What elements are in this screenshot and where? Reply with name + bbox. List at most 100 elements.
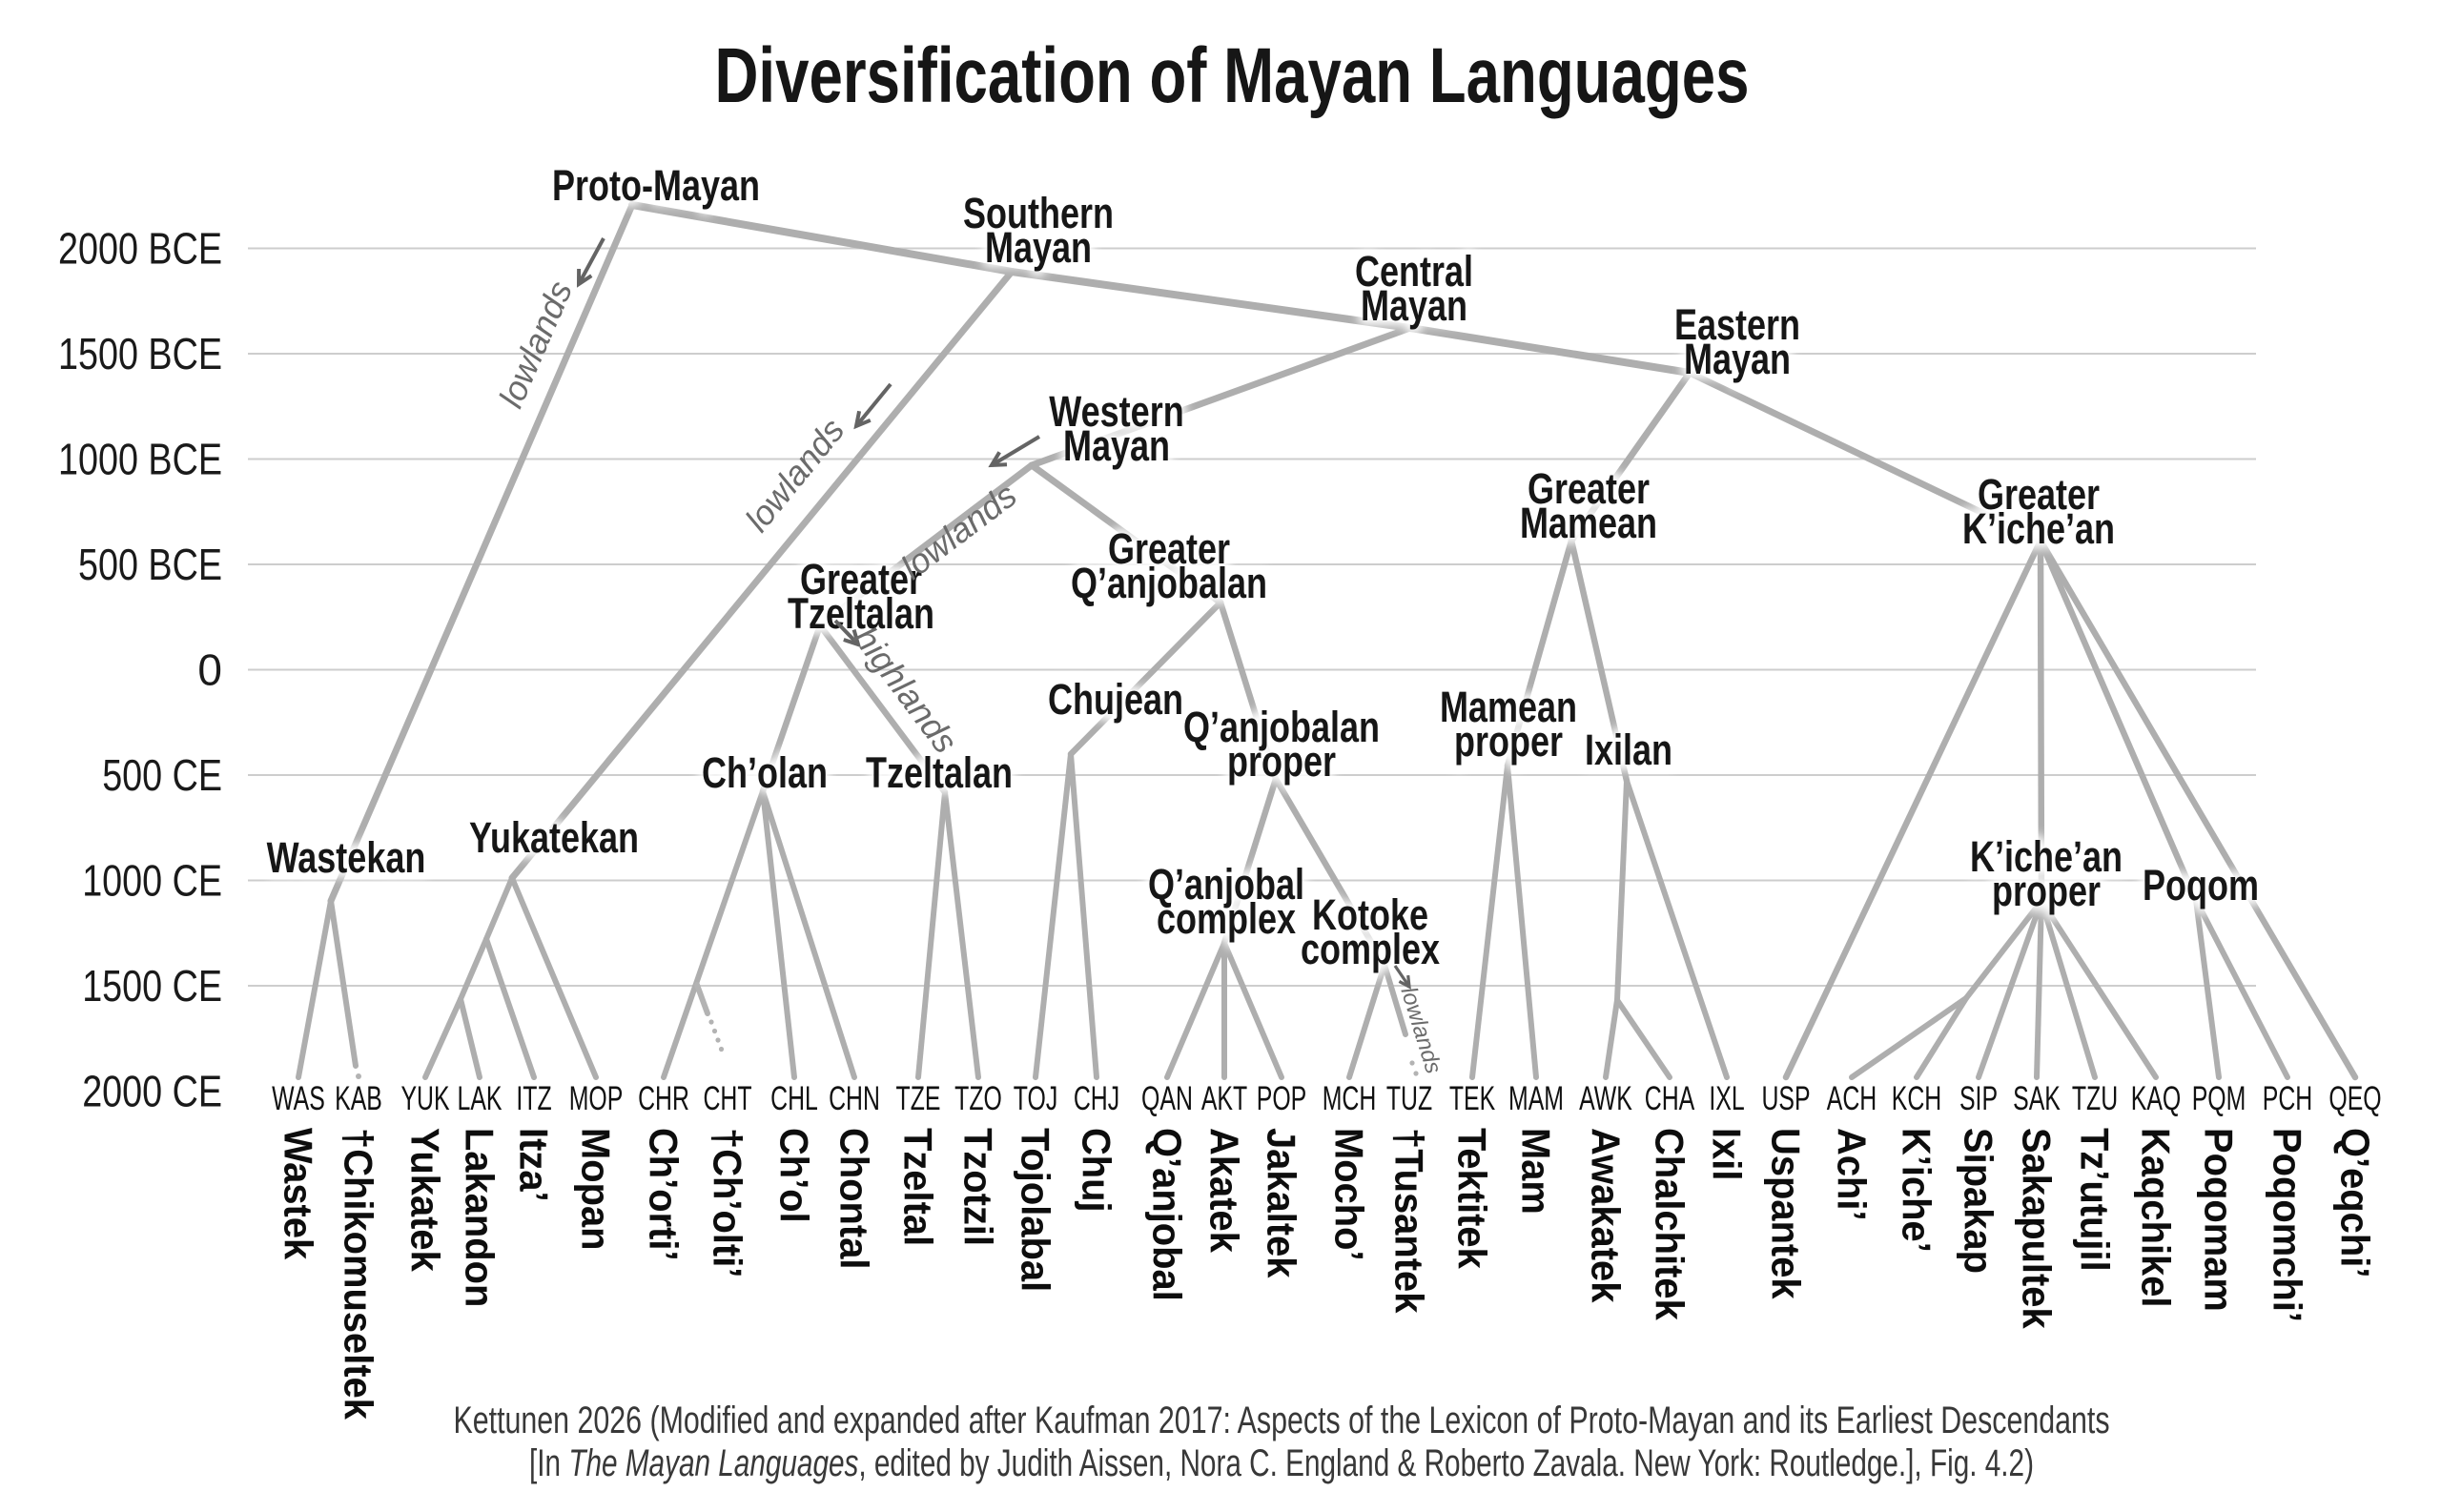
svg-text:Greater: Greater (1528, 464, 1650, 513)
svg-text:MCH: MCH (1323, 1080, 1377, 1117)
svg-text:K’iche’an: K’iche’an (1970, 832, 2123, 881)
svg-text:Mayan: Mayan (1063, 421, 1170, 470)
svg-text:proper: proper (1454, 717, 1563, 766)
svg-text:Mamean: Mamean (1440, 683, 1577, 731)
svg-text:Wastekan: Wastekan (267, 833, 426, 882)
svg-text:Greater: Greater (1108, 524, 1230, 573)
svg-text:IXL: IXL (1709, 1080, 1744, 1117)
svg-text:Ch’olan: Ch’olan (702, 748, 828, 797)
svg-text:Southern: Southern (963, 189, 1114, 237)
svg-text:500 CE: 500 CE (102, 750, 222, 800)
svg-text:CHL: CHL (770, 1080, 818, 1117)
svg-text:Q’anjobalan: Q’anjobalan (1183, 703, 1380, 751)
svg-text:POP: POP (1257, 1080, 1307, 1117)
svg-text:Mayan: Mayan (985, 223, 1092, 272)
svg-text:Poqom: Poqom (2143, 861, 2259, 909)
svg-text:complex: complex (1301, 925, 1440, 973)
svg-text:2000 CE: 2000 CE (82, 1067, 222, 1116)
svg-text:Tektitek: Tektitek (1450, 1128, 1495, 1269)
svg-text:CHJ: CHJ (1074, 1080, 1119, 1117)
svg-text:Mamean: Mamean (1440, 683, 1577, 731)
svg-text:Western: Western (1049, 387, 1183, 436)
svg-text:K’iche’an: K’iche’an (1962, 504, 2115, 553)
svg-text:QAN: QAN (1141, 1080, 1193, 1117)
svg-text:Eastern: Eastern (1674, 300, 1800, 349)
svg-text:Proto-Mayan: Proto-Mayan (552, 161, 760, 210)
svg-text:ACH: ACH (1827, 1080, 1877, 1117)
svg-text:Ixil: Ixil (1705, 1128, 1750, 1181)
svg-text:Mayan: Mayan (1063, 421, 1170, 470)
svg-text:Q’anjobalan: Q’anjobalan (1071, 559, 1267, 607)
svg-text:1500 CE: 1500 CE (82, 961, 222, 1011)
svg-text:Ch’ol: Ch’ol (772, 1128, 817, 1223)
svg-text:complex: complex (1157, 894, 1296, 943)
svg-text:KAB: KAB (335, 1080, 382, 1117)
svg-text:Central: Central (1355, 247, 1473, 296)
svg-text:complex: complex (1301, 925, 1440, 973)
svg-text:Western: Western (1049, 387, 1183, 436)
svg-text:Greater: Greater (1528, 464, 1650, 513)
svg-text:LAK: LAK (458, 1080, 503, 1117)
svg-text:†Tusantek: †Tusantek (1387, 1128, 1432, 1314)
svg-text:Q’anjobalan: Q’anjobalan (1071, 559, 1267, 607)
svg-text:1000 BCE: 1000 BCE (58, 435, 222, 484)
svg-text:Wastek: Wastek (277, 1128, 321, 1260)
svg-text:Proto-Mayan: Proto-Mayan (552, 161, 760, 210)
svg-text:2000 BCE: 2000 BCE (58, 224, 222, 274)
svg-text:Ixilan: Ixilan (1585, 725, 1672, 774)
svg-text:CHN: CHN (829, 1080, 880, 1117)
svg-text:K’iche’: K’iche’ (1895, 1128, 1939, 1253)
svg-text:SIP: SIP (1959, 1080, 1998, 1117)
svg-text:Kotoke: Kotoke (1312, 890, 1428, 939)
svg-text:TZU: TZU (2072, 1080, 2118, 1117)
svg-text:AWK: AWK (1579, 1080, 1632, 1117)
svg-text:Greater: Greater (1978, 470, 2100, 519)
svg-text:Yukatekan: Yukatekan (469, 813, 639, 862)
svg-text:Mamean: Mamean (1520, 499, 1657, 547)
svg-text:Q’anjobalan: Q’anjobalan (1183, 703, 1380, 751)
svg-text:proper: proper (1992, 867, 2101, 915)
svg-text:Kotoke: Kotoke (1312, 890, 1428, 939)
svg-text:TEK: TEK (1449, 1080, 1495, 1117)
svg-text:Sipakap: Sipakap (1957, 1128, 2001, 1274)
svg-text:K’iche’an: K’iche’an (1962, 504, 2115, 553)
svg-text:Chontal: Chontal (832, 1128, 877, 1270)
svg-text:Poqomchi’: Poqomchi’ (2266, 1128, 2310, 1322)
svg-text:Kettunen 2026 (Modified and ex: Kettunen 2026 (Modified and expanded aft… (454, 1400, 2110, 1441)
svg-text:Poqomam: Poqomam (2197, 1128, 2242, 1312)
svg-text:Chuj: Chuj (1075, 1128, 1119, 1213)
svg-text:Ixilan: Ixilan (1585, 725, 1672, 774)
svg-text:Tzeltal: Tzeltal (896, 1128, 941, 1246)
svg-text:†Chikomuseltek: †Chikomuseltek (337, 1128, 381, 1420)
svg-text:0: 0 (197, 645, 222, 695)
svg-text:Central: Central (1355, 247, 1473, 296)
svg-text:Uspantek: Uspantek (1764, 1128, 1809, 1299)
svg-text:WAS: WAS (272, 1080, 325, 1117)
svg-text:Tzeltalan: Tzeltalan (788, 589, 934, 638)
svg-text:Achi’: Achi’ (1830, 1128, 1875, 1221)
svg-text:Kaqchikel: Kaqchikel (2134, 1128, 2179, 1308)
svg-text:Southern: Southern (963, 189, 1114, 237)
svg-text:†Ch’olti’: †Ch’olti’ (706, 1128, 750, 1277)
svg-text:K’iche’an: K’iche’an (1970, 832, 2123, 881)
svg-text:Greater: Greater (800, 555, 922, 603)
svg-text:1000 CE: 1000 CE (82, 856, 222, 906)
svg-text:Chujean: Chujean (1048, 675, 1183, 724)
svg-text:Mayan: Mayan (1684, 335, 1791, 383)
svg-text:Poqom: Poqom (2143, 861, 2259, 909)
svg-text:Q’anjobal: Q’anjobal (1145, 1128, 1190, 1301)
svg-text:Diversification of Mayan Langu: Diversification of Mayan Languages (715, 32, 1750, 119)
svg-text:KAQ: KAQ (2131, 1080, 2182, 1117)
svg-text:MAM: MAM (1508, 1080, 1564, 1117)
svg-text:Tzeltalan: Tzeltalan (788, 589, 934, 638)
svg-text:TZO: TZO (954, 1080, 1002, 1117)
svg-text:Eastern: Eastern (1674, 300, 1800, 349)
svg-text:Chalchitek: Chalchitek (1648, 1128, 1692, 1320)
svg-text:Wastekan: Wastekan (267, 833, 426, 882)
svg-text:[In The Mayan Languages, edite: [In The Mayan Languages, edited by Judit… (529, 1442, 2034, 1484)
svg-text:QEQ: QEQ (2328, 1080, 2381, 1117)
svg-text:Mayan: Mayan (1361, 281, 1467, 330)
svg-text:Tzotzil: Tzotzil (956, 1128, 1001, 1246)
svg-text:CHT: CHT (703, 1080, 751, 1117)
svg-text:KCH: KCH (1892, 1080, 1942, 1117)
